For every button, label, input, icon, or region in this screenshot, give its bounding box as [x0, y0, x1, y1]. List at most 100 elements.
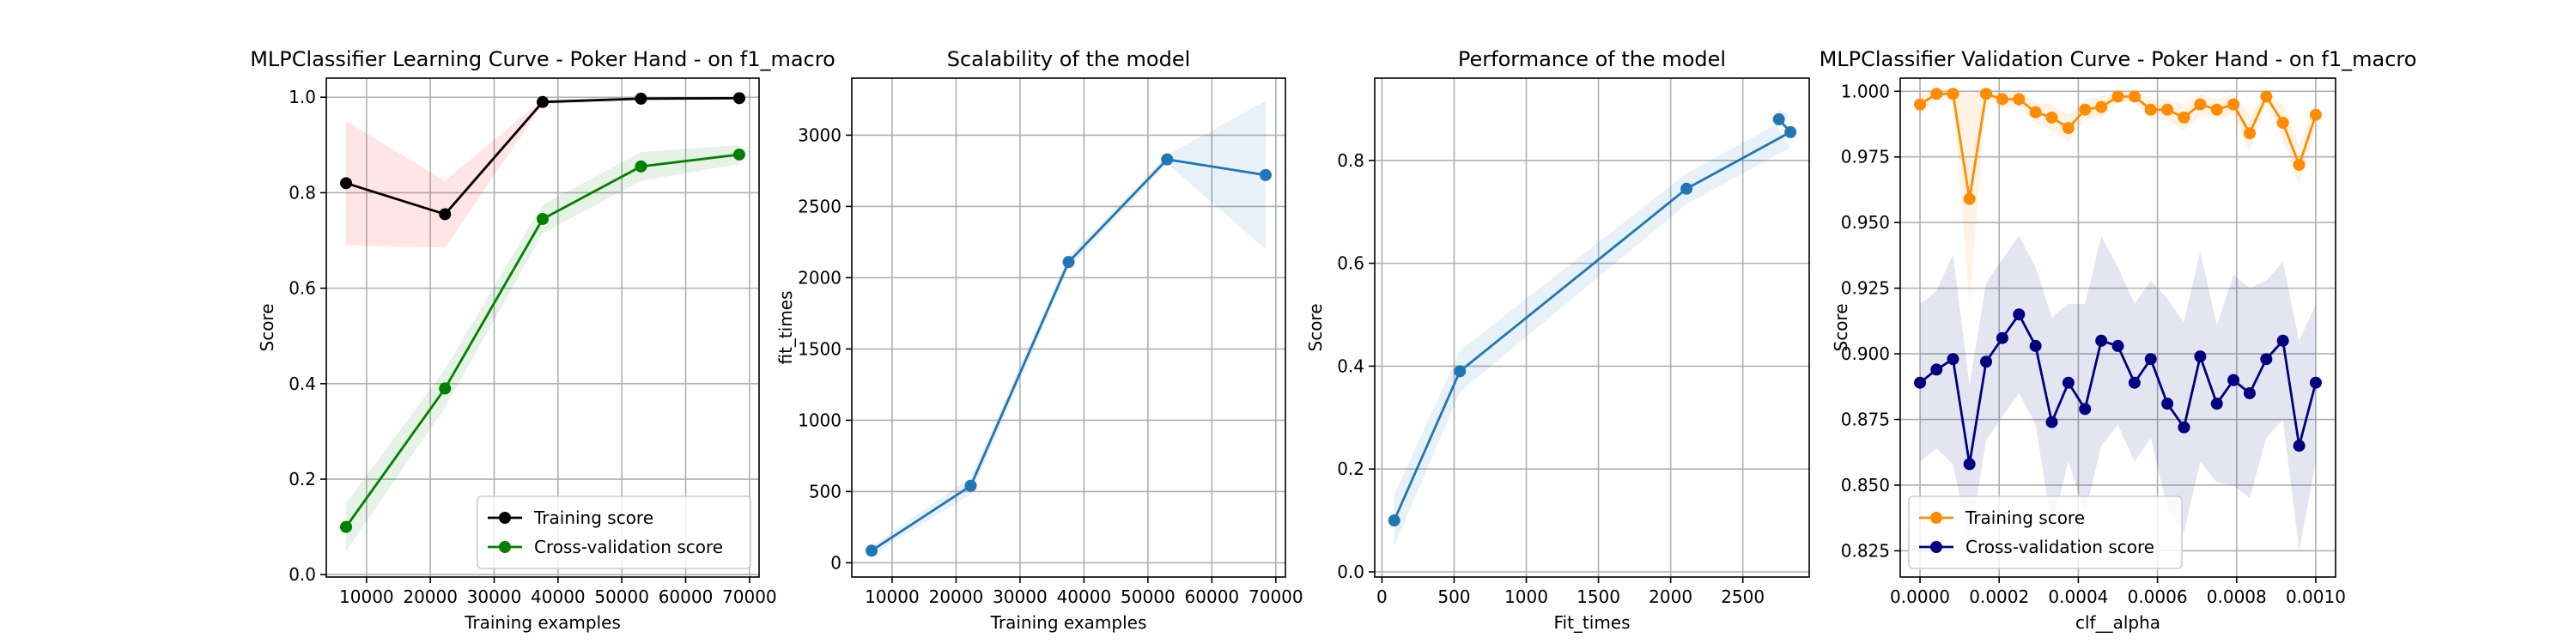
point: [964, 479, 977, 492]
point: [2293, 158, 2306, 171]
y-tick-label: 0.6: [1337, 253, 1364, 274]
x-tick-label: 10000: [865, 586, 920, 607]
point: [2178, 421, 2190, 434]
point: [2210, 398, 2223, 410]
axes-frame: [325, 77, 760, 578]
point: [732, 148, 745, 161]
x-tick-label: 60000: [1185, 586, 1240, 607]
point: [1963, 192, 1976, 205]
legend-label: Training score: [533, 507, 653, 528]
y-axis-label: Score: [257, 303, 277, 351]
point: [1963, 458, 1976, 471]
subplot: 0.0000 0.0002 0.0004 0.0006 0.0008 0.0010 0.82…: [1820, 47, 2417, 633]
point: [2111, 90, 2124, 103]
point: [1680, 182, 1693, 195]
x-tick-label: 50000: [594, 586, 649, 607]
point: [2144, 103, 2157, 116]
point: [1914, 98, 1927, 111]
legend-label: Cross-validation score: [1965, 537, 2154, 557]
point: [2194, 350, 2207, 363]
subplot: 10000 20000 30000 40000 50000 60000 70000 0 500 1…: [775, 47, 1303, 633]
y-tick-label: 0.6: [289, 278, 316, 299]
subplot: 10000 20000 30000 40000 50000 60000 70000 0.0 0.…: [250, 47, 835, 633]
x-tick-label: 0.0010: [2286, 586, 2346, 607]
y-tick-label: 0.0: [1337, 562, 1364, 582]
subplot-title: MLPClassifier Validation Curve - Poker H…: [1820, 47, 2417, 71]
x-tick-label: 500: [1437, 586, 1470, 607]
legend-marker: [499, 541, 511, 553]
point: [1947, 353, 1959, 366]
point: [2243, 386, 2256, 399]
y-tick-label: 0.950: [1841, 212, 1890, 233]
x-tick-label: 0.0002: [1969, 586, 2029, 607]
x-tick-label: 0.0006: [2128, 586, 2188, 607]
point: [2029, 106, 2042, 118]
x-axis-label: Training examples: [990, 612, 1147, 633]
point: [340, 177, 353, 190]
plot-content: [340, 92, 745, 551]
point: [2243, 127, 2256, 140]
y-tick-label: 0.4: [289, 374, 316, 394]
point: [537, 213, 549, 226]
point: [635, 92, 647, 105]
y-axis-label: Score: [1831, 303, 1851, 351]
axes-frame: [1374, 77, 1810, 578]
x-tick-label: 1500: [1577, 586, 1620, 607]
subplot-title: Scalability of the model: [947, 47, 1191, 71]
point: [2111, 339, 2124, 352]
subplot-title: MLPClassifier Learning Curve - Poker Han…: [250, 47, 835, 71]
point: [2293, 440, 2306, 453]
point: [1930, 363, 1943, 376]
point: [2227, 374, 2240, 386]
x-tick-label: 2500: [1721, 586, 1765, 607]
x-tick-label: 2000: [1649, 586, 1692, 607]
y-tick-label: 0.8: [289, 182, 316, 203]
y-axis-label: Score: [1305, 303, 1326, 351]
y-tick-label: 3000: [798, 125, 841, 145]
x-axis-label: Training examples: [464, 612, 621, 633]
point: [1930, 88, 1943, 100]
point: [2276, 334, 2289, 347]
legend-marker: [1930, 541, 1942, 553]
legend-marker: [1930, 512, 1942, 524]
y-tick-label: 0: [830, 552, 841, 573]
point: [2062, 376, 2075, 389]
plot-content: [866, 100, 1272, 557]
point: [2128, 90, 2141, 103]
y-tick-label: 2500: [798, 196, 841, 216]
y-tick-label: 0.825: [1841, 540, 1890, 561]
point: [2095, 100, 2108, 113]
y-tick-label: 0.875: [1841, 410, 1890, 430]
plot-content: [1914, 88, 2322, 551]
point: [2013, 308, 2026, 321]
point: [2276, 116, 2289, 129]
point: [1784, 125, 1797, 138]
point: [2260, 353, 2273, 366]
point: [2260, 90, 2273, 103]
point: [1259, 168, 1272, 181]
y-tick-label: 1500: [798, 338, 841, 359]
point: [1388, 514, 1400, 527]
y-tick-label: 2000: [798, 267, 841, 288]
axes-frame: [851, 77, 1286, 578]
y-axis-label: fit_times: [775, 290, 796, 364]
point: [2045, 416, 2058, 428]
subplot-title: Performance of the model: [1458, 47, 1726, 71]
subplot: 0 500 1000 1500 2000 2500 0.0 0.2 0.4 0.6 0.8 Perfo…: [1305, 47, 1810, 633]
axes-frame: [1899, 77, 2336, 578]
std-band: [346, 144, 739, 551]
x-tick-label: 30000: [467, 586, 522, 607]
point: [2013, 93, 2026, 106]
y-tick-label: 0.900: [1841, 343, 1890, 364]
plot-area: [1900, 78, 2336, 577]
point: [1454, 365, 1467, 378]
x-tick-label: 70000: [1249, 586, 1303, 607]
y-tick-label: 0.2: [289, 469, 316, 489]
legend-marker: [499, 512, 511, 524]
point: [1996, 93, 2008, 106]
x-tick-label: 0.0004: [2048, 586, 2108, 607]
point: [2210, 103, 2223, 116]
point: [2309, 108, 2322, 121]
point: [2144, 353, 2157, 366]
